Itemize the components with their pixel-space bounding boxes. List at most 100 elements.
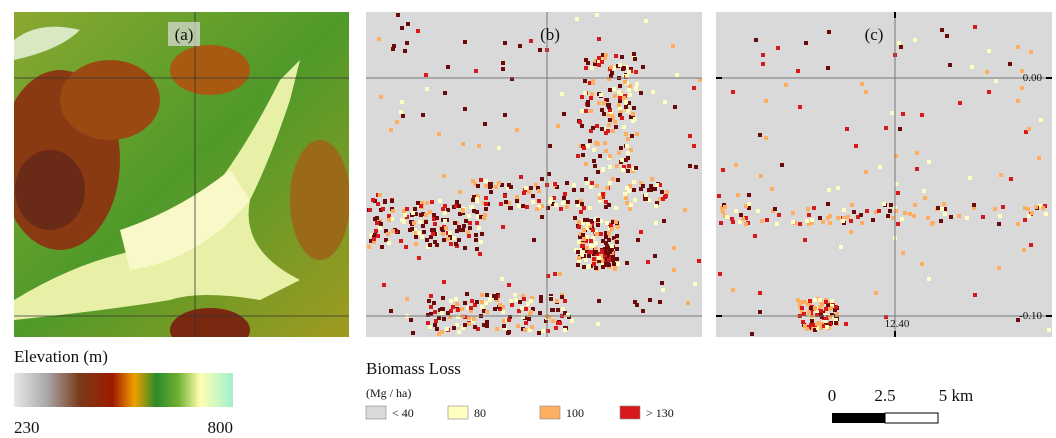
loss-pixel	[634, 86, 638, 90]
loss-pixel	[632, 188, 636, 192]
loss-pixel	[612, 236, 616, 240]
loss-pixel	[620, 93, 624, 97]
loss-pixel	[556, 321, 560, 325]
loss-pixel	[1029, 50, 1033, 54]
loss-pixel	[400, 26, 404, 30]
loss-pixel	[898, 127, 902, 131]
loss-pixel	[480, 293, 484, 297]
loss-pixel	[413, 207, 417, 211]
loss-pixel	[401, 114, 405, 118]
loss-pixel	[493, 307, 497, 311]
loss-pixel	[601, 239, 605, 243]
loss-pixel	[994, 79, 998, 83]
loss-pixel	[582, 237, 586, 241]
grid	[366, 12, 1052, 337]
loss-pixel	[834, 318, 838, 322]
loss-pixel	[948, 63, 952, 67]
loss-pixel	[419, 213, 423, 217]
loss-pixel	[477, 226, 481, 230]
loss-pixel	[672, 268, 676, 272]
loss-pixel	[475, 300, 479, 304]
loss-pixel	[1022, 248, 1026, 252]
loss-pixel	[894, 209, 898, 213]
loss-pixel	[632, 180, 636, 184]
loss-pixel	[428, 210, 432, 214]
loss-pixel	[585, 235, 589, 239]
loss-pixel	[409, 318, 413, 322]
loss-pixel	[497, 146, 501, 150]
loss-pixel	[618, 106, 622, 110]
loss-pixel	[739, 213, 743, 217]
loss-pixel	[554, 326, 558, 330]
loss-pixel	[441, 296, 445, 300]
loss-pixel	[460, 307, 464, 311]
loss-pixel	[878, 165, 882, 169]
panel-label: (a)	[175, 25, 194, 44]
loss-pixel	[604, 53, 608, 57]
loss-pixel	[888, 209, 892, 213]
loss-pixel	[499, 202, 503, 206]
loss-pixel	[538, 311, 542, 315]
loss-pixel	[449, 299, 453, 303]
loss-pixel	[615, 240, 619, 244]
loss-pixel	[633, 300, 637, 304]
loss-pixel	[565, 181, 569, 185]
loss-pixel	[479, 215, 483, 219]
loss-pixel	[620, 55, 624, 59]
loss-pixel	[373, 233, 377, 237]
loss-pixel	[692, 144, 696, 148]
loss-pixel	[563, 299, 567, 303]
loss-pixel	[548, 144, 552, 148]
loss-pixel	[551, 308, 555, 312]
loss-pixel	[479, 240, 483, 244]
loss-pixel	[575, 200, 579, 204]
loss-pixel	[580, 109, 584, 113]
loss-pixel	[589, 129, 593, 133]
loss-pixel	[589, 250, 593, 254]
loss-pixel	[927, 160, 931, 164]
loss-pixel	[508, 315, 512, 319]
loss-pixel	[949, 215, 953, 219]
loss-pixel	[613, 266, 617, 270]
loss-pixel	[433, 240, 437, 244]
loss-pixel	[546, 329, 550, 333]
loss-pixel	[650, 177, 654, 181]
loss-pixel	[671, 44, 675, 48]
loss-pixel	[828, 315, 832, 319]
loss-pixel	[972, 206, 976, 210]
loss-pixel	[522, 191, 526, 195]
loss-pixel	[492, 294, 496, 298]
loss-pixel	[697, 259, 701, 263]
loss-pixel	[580, 95, 584, 99]
loss-pixel	[827, 30, 831, 34]
loss-pixel	[519, 175, 523, 179]
loss-pixel	[627, 164, 631, 168]
loss-pixel	[456, 308, 460, 312]
loss-pixel	[443, 211, 447, 215]
loss-pixel	[582, 228, 586, 232]
loss-pixel	[810, 221, 814, 225]
loss-pixel	[819, 309, 823, 313]
loss-pixel	[672, 246, 676, 250]
loss-pixel	[758, 291, 762, 295]
loss-pixel	[731, 220, 735, 224]
loss-pixel	[541, 329, 545, 333]
loss-pixel	[578, 120, 582, 124]
loss-pixel	[387, 214, 391, 218]
loss-pixel	[390, 217, 394, 221]
loss-pixel	[639, 230, 643, 234]
loss-pixel	[824, 300, 828, 304]
loss-pixel	[825, 325, 829, 329]
loss-pixel	[507, 318, 511, 322]
loss-pixel	[463, 246, 467, 250]
loss-pixel	[382, 283, 386, 287]
loss-pixel	[391, 47, 395, 51]
loss-pixel	[485, 293, 489, 297]
loss-pixel	[538, 48, 542, 52]
loss-pixel	[432, 228, 436, 232]
legend-unit: (Mg / ha)	[366, 386, 411, 400]
loss-pixel	[520, 306, 524, 310]
loss-pixel	[502, 324, 506, 328]
loss-pixel	[836, 186, 840, 190]
